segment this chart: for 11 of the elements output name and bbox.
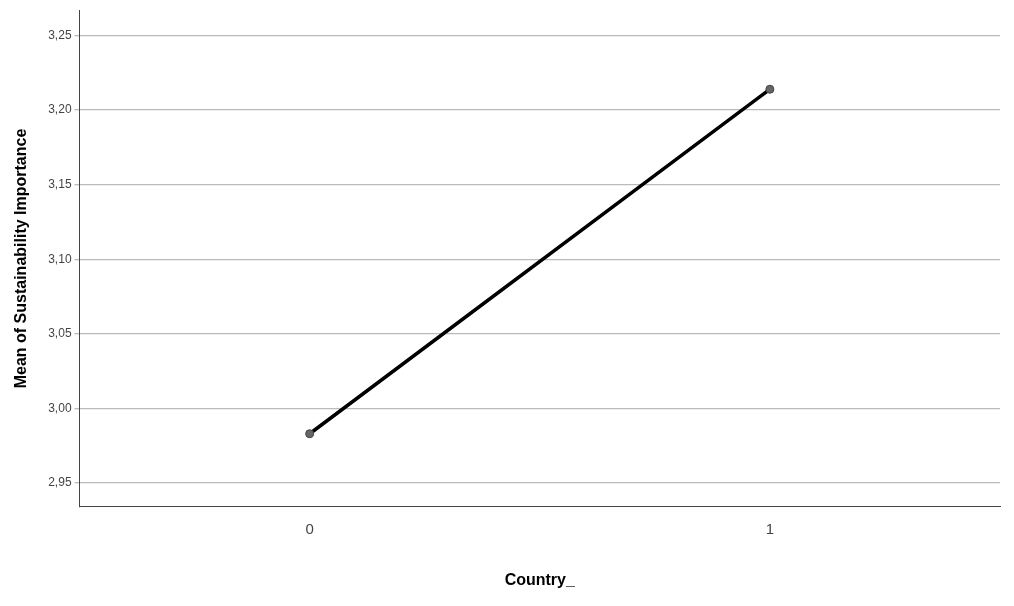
y-tick-label: 3,15 xyxy=(48,176,72,191)
y-tick-label: 2,95 xyxy=(48,475,72,490)
x-tick-label: 0 xyxy=(305,519,314,537)
x-tick-label: 1 xyxy=(765,519,775,537)
x-axis-title: Country_ xyxy=(504,570,576,588)
y-axis-title: Mean of Sustainability Importance xyxy=(12,128,30,389)
y-tick-label: 3,05 xyxy=(48,326,72,341)
y-tick-label: 3,25 xyxy=(48,27,72,42)
y-tick-label: 3,00 xyxy=(48,400,72,415)
y-tick-label: 3,10 xyxy=(48,251,72,266)
y-tick-label: 3,20 xyxy=(48,102,72,117)
